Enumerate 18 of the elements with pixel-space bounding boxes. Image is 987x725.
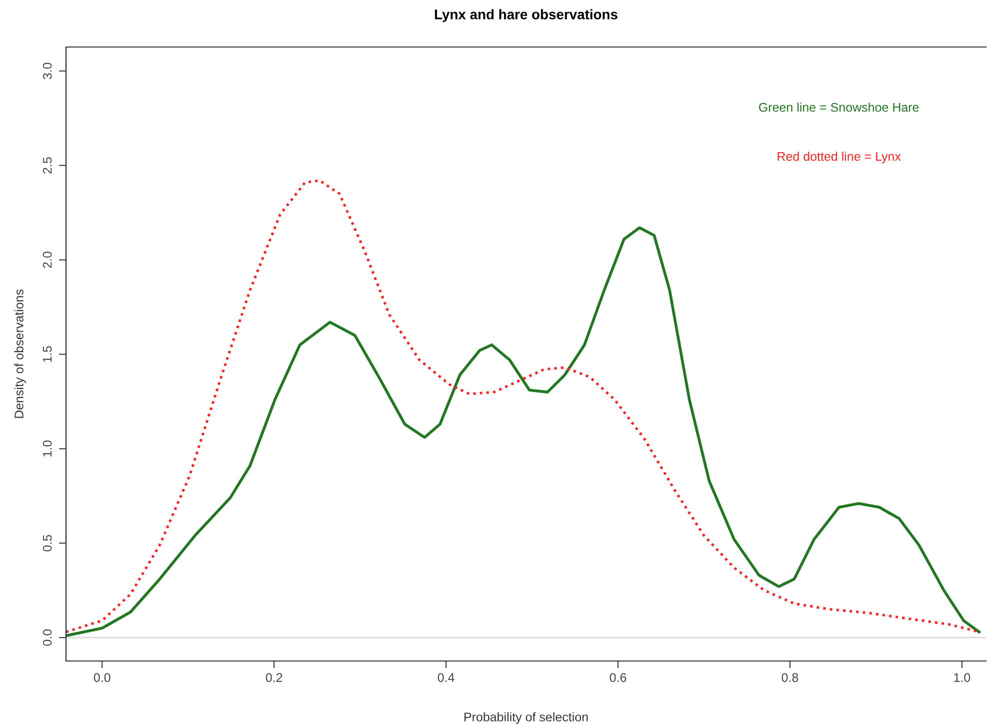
y-axis-title: Density of observations xyxy=(14,289,26,418)
y-tick-label: 2.0 xyxy=(42,252,52,268)
y-tick-label: 3.0 xyxy=(42,62,52,80)
x-tick-label: 0.4 xyxy=(438,673,454,682)
x-tick-label: 0.6 xyxy=(610,673,626,682)
annotation: Red dotted line = Lynx xyxy=(778,152,901,164)
x-tick-label: 0.0 xyxy=(94,673,110,682)
y-tick-label: 0.5 xyxy=(42,534,52,552)
x-tick-label: 0.2 xyxy=(266,673,282,682)
y-tick-label: 1.5 xyxy=(43,346,52,362)
x-tick-label: 1.0 xyxy=(954,673,970,682)
y-tick-label: 2.5 xyxy=(42,157,52,174)
chart-title: Lynx and hare observations xyxy=(434,9,618,22)
y-tick-label: 0.0 xyxy=(42,629,52,646)
annotation: Green line = Snowshoe Hare xyxy=(759,102,919,112)
x-axis-title: Probability of selection xyxy=(464,712,588,724)
x-tick-label: 0.8 xyxy=(782,673,798,682)
y-tick-label: 1.0 xyxy=(42,440,52,456)
